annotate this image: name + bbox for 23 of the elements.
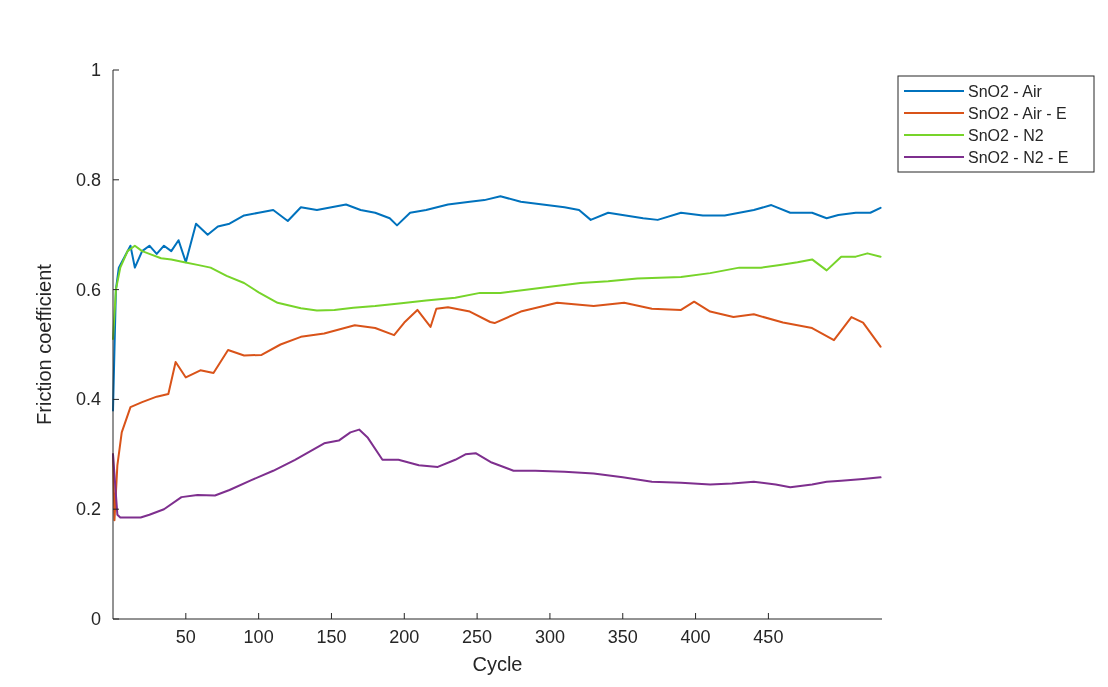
- y-tick-label: 0.6: [75, 279, 101, 300]
- x-tick-label: 400: [680, 627, 711, 647]
- y-axis-title: Friction coefficient: [33, 263, 55, 425]
- line-series: [112, 300, 882, 522]
- x-tick-label: 450: [753, 627, 784, 647]
- x-tick-label: 250: [462, 627, 493, 647]
- x-axis-title: Cycle: [472, 653, 523, 675]
- x-tick-label: 300: [534, 627, 565, 647]
- y-tick-label: 0.4: [75, 389, 101, 410]
- x-tick-label: 200: [389, 627, 420, 647]
- legend-label: SnO2 - Air - E: [968, 105, 1067, 122]
- y-tick-label: 0: [90, 609, 101, 629]
- legend-label: SnO2 - Air: [968, 83, 1043, 100]
- x-tick-label: 150: [316, 627, 347, 647]
- x-tick-label: 100: [243, 627, 274, 647]
- line-series: [112, 428, 882, 519]
- legend-label: SnO2 - N2: [968, 127, 1044, 144]
- legend-label: SnO2 - N2 - E: [968, 149, 1069, 166]
- x-tick-label: 350: [607, 627, 638, 647]
- y-tick-label: 1: [90, 60, 101, 80]
- y-tick-label: 0.2: [75, 499, 101, 520]
- y-tick-label: 0.8: [75, 169, 101, 190]
- x-tick-label: 50: [175, 627, 196, 647]
